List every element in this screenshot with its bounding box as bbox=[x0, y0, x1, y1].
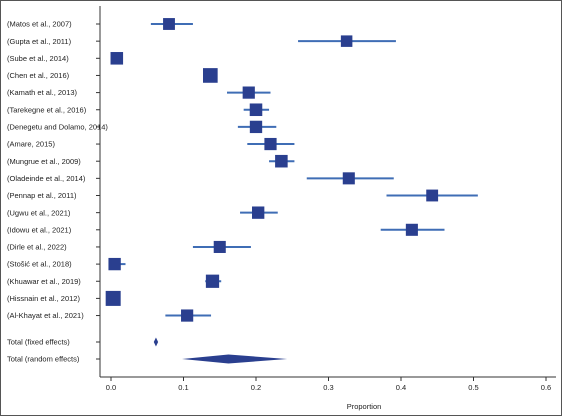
estimate-marker bbox=[342, 172, 355, 185]
axes: 0.0 0.1 0.2 0.3 0.4 0.5 0.6 bbox=[99, 6, 556, 392]
study-label: (Dirle et al., 2022) bbox=[7, 243, 67, 252]
study-rows: (Matos et al., 2007) (Gupta et al., 2011)… bbox=[7, 18, 478, 322]
study-row: (Oladeinde et al., 2014) bbox=[7, 172, 394, 185]
estimate-marker bbox=[264, 137, 277, 151]
study-label: (Khuawar et al., 2019) bbox=[7, 277, 81, 286]
study-label: (Kamath et al., 2013) bbox=[7, 88, 78, 97]
study-label: (Pennap et al., 2011) bbox=[7, 191, 77, 200]
x-tick-label: 0.4 bbox=[396, 383, 406, 392]
study-row: (Pennap et al., 2011) bbox=[7, 189, 478, 202]
study-row: (Denegetu and Dolamo, 2014) bbox=[7, 120, 277, 134]
study-label: (Oladeinde et al., 2014) bbox=[7, 174, 86, 183]
estimate-marker bbox=[105, 290, 121, 306]
pooled-rows: Total (fixed effects) Total (random effec… bbox=[7, 337, 288, 364]
study-label: (Sube et al., 2014) bbox=[7, 54, 69, 63]
x-tick-label: 0.2 bbox=[251, 383, 261, 392]
study-label: (Amare, 2015) bbox=[7, 140, 55, 149]
x-tick-label: 0.3 bbox=[323, 383, 333, 392]
study-label: (Al-Khayat et al., 2021) bbox=[7, 311, 84, 320]
study-row: (Stošić et al., 2018) bbox=[7, 257, 126, 271]
study-label: (Idowu et al., 2021) bbox=[7, 225, 72, 234]
estimate-marker bbox=[242, 86, 255, 99]
study-label: (Hissnain et al., 2012) bbox=[7, 294, 80, 303]
study-row: (Idowu et al., 2021) bbox=[7, 223, 445, 236]
study-row: (Amare, 2015) bbox=[7, 137, 295, 151]
estimate-marker bbox=[252, 206, 265, 219]
study-row: (Gupta et al., 2011) bbox=[7, 35, 396, 47]
estimate-marker bbox=[249, 120, 263, 134]
study-row: (Khuawar et al., 2019) bbox=[7, 274, 222, 288]
study-row: (Chen et al., 2016) bbox=[7, 68, 218, 83]
estimate-marker bbox=[426, 189, 439, 202]
estimate-marker bbox=[203, 68, 218, 83]
estimate-marker bbox=[110, 52, 124, 65]
x-tick-label: 0.1 bbox=[178, 383, 188, 392]
estimate-marker bbox=[108, 257, 121, 271]
study-label: (Tarekegne et al., 2016) bbox=[7, 105, 87, 114]
pooled-label: Total (fixed effects) bbox=[7, 338, 70, 347]
study-row: (Matos et al., 2007) bbox=[7, 18, 193, 30]
pooled-diamond bbox=[153, 337, 159, 347]
study-label: (Mungrue et al., 2009) bbox=[7, 157, 81, 166]
x-tick-label: 0.5 bbox=[468, 383, 478, 392]
estimate-marker bbox=[205, 274, 220, 288]
study-label: (Chen et al., 2016) bbox=[7, 71, 70, 80]
estimate-marker bbox=[405, 223, 418, 236]
study-row: (Tarekegne et al., 2016) bbox=[7, 103, 270, 117]
study-label: (Ugwu et al., 2021) bbox=[7, 208, 71, 217]
estimate-marker bbox=[340, 35, 353, 47]
estimate-marker bbox=[163, 18, 175, 30]
estimate-marker bbox=[249, 103, 263, 117]
estimate-marker bbox=[181, 309, 194, 322]
x-tick-label: 0.0 bbox=[106, 383, 116, 392]
study-label: (Gupta et al., 2011) bbox=[7, 37, 72, 46]
x-tick-label: 0.6 bbox=[541, 383, 551, 392]
study-label: (Matos et al., 2007) bbox=[7, 20, 72, 29]
study-row: (Dirle et al., 2022) bbox=[7, 240, 251, 253]
study-row: (Kamath et al., 2013) bbox=[7, 86, 271, 99]
pooled-random-row: Total (random effects) bbox=[7, 354, 288, 364]
estimate-marker bbox=[213, 240, 226, 253]
pooled-label: Total (random effects) bbox=[7, 355, 80, 364]
study-label: (Stošić et al., 2018) bbox=[7, 260, 72, 269]
study-row: (Mungrue et al., 2009) bbox=[7, 154, 295, 168]
study-label: (Denegetu and Dolamo, 2014) bbox=[7, 123, 108, 132]
pooled-diamond bbox=[182, 354, 288, 364]
study-row: (Ugwu et al., 2021) bbox=[7, 206, 278, 219]
pooled-fixed-row: Total (fixed effects) bbox=[7, 337, 159, 347]
x-axis-title: Proportion bbox=[347, 402, 382, 411]
study-row: (Sube et al., 2014) bbox=[7, 52, 124, 65]
estimate-marker bbox=[275, 154, 288, 168]
study-row: (Hissnain et al., 2012) bbox=[7, 290, 121, 306]
study-row: (Al-Khayat et al., 2021) bbox=[7, 309, 212, 322]
